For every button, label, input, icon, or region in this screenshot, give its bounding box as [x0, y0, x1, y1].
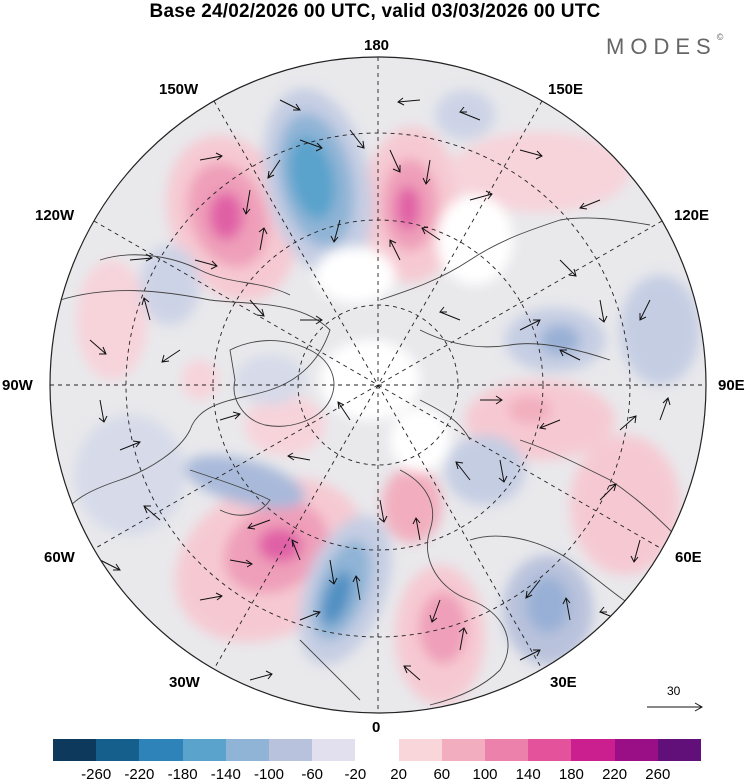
lon-label-90w: 90W	[2, 377, 33, 394]
lon-label-120e: 120E	[674, 207, 710, 224]
colorbar-tick-label: 20	[390, 766, 407, 783]
lon-label-0: 0	[372, 719, 381, 736]
colorbar-swatch	[355, 739, 399, 761]
lon-label-60e: 60E	[675, 549, 702, 566]
colorbar-swatch	[571, 739, 615, 761]
colorbar-tick-label: 140	[515, 766, 541, 783]
coastlines	[59, 217, 681, 706]
brand-name: MODES	[606, 34, 717, 59]
colorbar-swatch	[225, 739, 270, 761]
colorbar-tick-label: 260	[645, 766, 671, 783]
colorbar-tick-label: 180	[558, 766, 584, 783]
lon-label-30w: 30W	[169, 674, 200, 691]
lon-label-120w: 120W	[35, 207, 75, 224]
colorbar-swatch	[614, 739, 658, 761]
colorbar-swatch	[269, 739, 313, 761]
lon-label-180: 180	[364, 37, 390, 54]
colorbar-tick-label: -100	[253, 766, 285, 783]
colorbar-tick-label: 100	[472, 766, 498, 783]
brand-mark: ©	[716, 32, 724, 42]
colorbar-tick-label: 60	[433, 766, 451, 783]
colorbar-swatch	[485, 739, 529, 761]
brand-logo: MODES©	[606, 32, 724, 60]
colorbar-tick-labels: -260 -220 -180 -140 -100 -60 -20 20 60 100 140 180 2…	[0, 766, 750, 783]
colorbar-swatch	[139, 739, 183, 761]
colorbar-tick-label: -20	[344, 766, 367, 783]
colorbar-swatch	[312, 739, 356, 761]
colorbar-swatch	[182, 739, 226, 761]
arrow-right-icon	[647, 702, 704, 712]
reference-vector-value: 30	[667, 684, 681, 698]
lon-label-90e: 90E	[718, 377, 745, 394]
colorbar-tick-label: -60	[301, 766, 324, 783]
lon-label-150e: 150E	[548, 81, 584, 98]
lon-label-30e: 30E	[550, 674, 577, 691]
colorbar-swatch	[657, 739, 702, 761]
wind-vectors	[89, 97, 671, 681]
colorbar-tick-label: 220	[602, 766, 628, 783]
map-boundary	[49, 56, 707, 714]
colorbar-swatch	[53, 739, 97, 761]
colorbar-tick-label: -140	[210, 766, 241, 783]
colorbar-swatch	[96, 739, 140, 761]
lon-label-150w: 150W	[159, 81, 199, 98]
colorbar-tick-label: -180	[167, 766, 198, 783]
colorbar-swatch	[398, 739, 442, 761]
chart-title: Base 24/02/2026 00 UTC, valid 03/03/2026…	[149, 1, 601, 22]
lon-label-60w: 60W	[44, 549, 75, 566]
graticule	[50, 57, 706, 713]
colorbar-swatch	[528, 739, 572, 761]
colorbar-tick-label: -220	[124, 766, 155, 783]
colorbar-swatch	[441, 739, 486, 761]
colorbar-tick-label: -260	[81, 766, 112, 783]
colorbar	[53, 739, 702, 761]
